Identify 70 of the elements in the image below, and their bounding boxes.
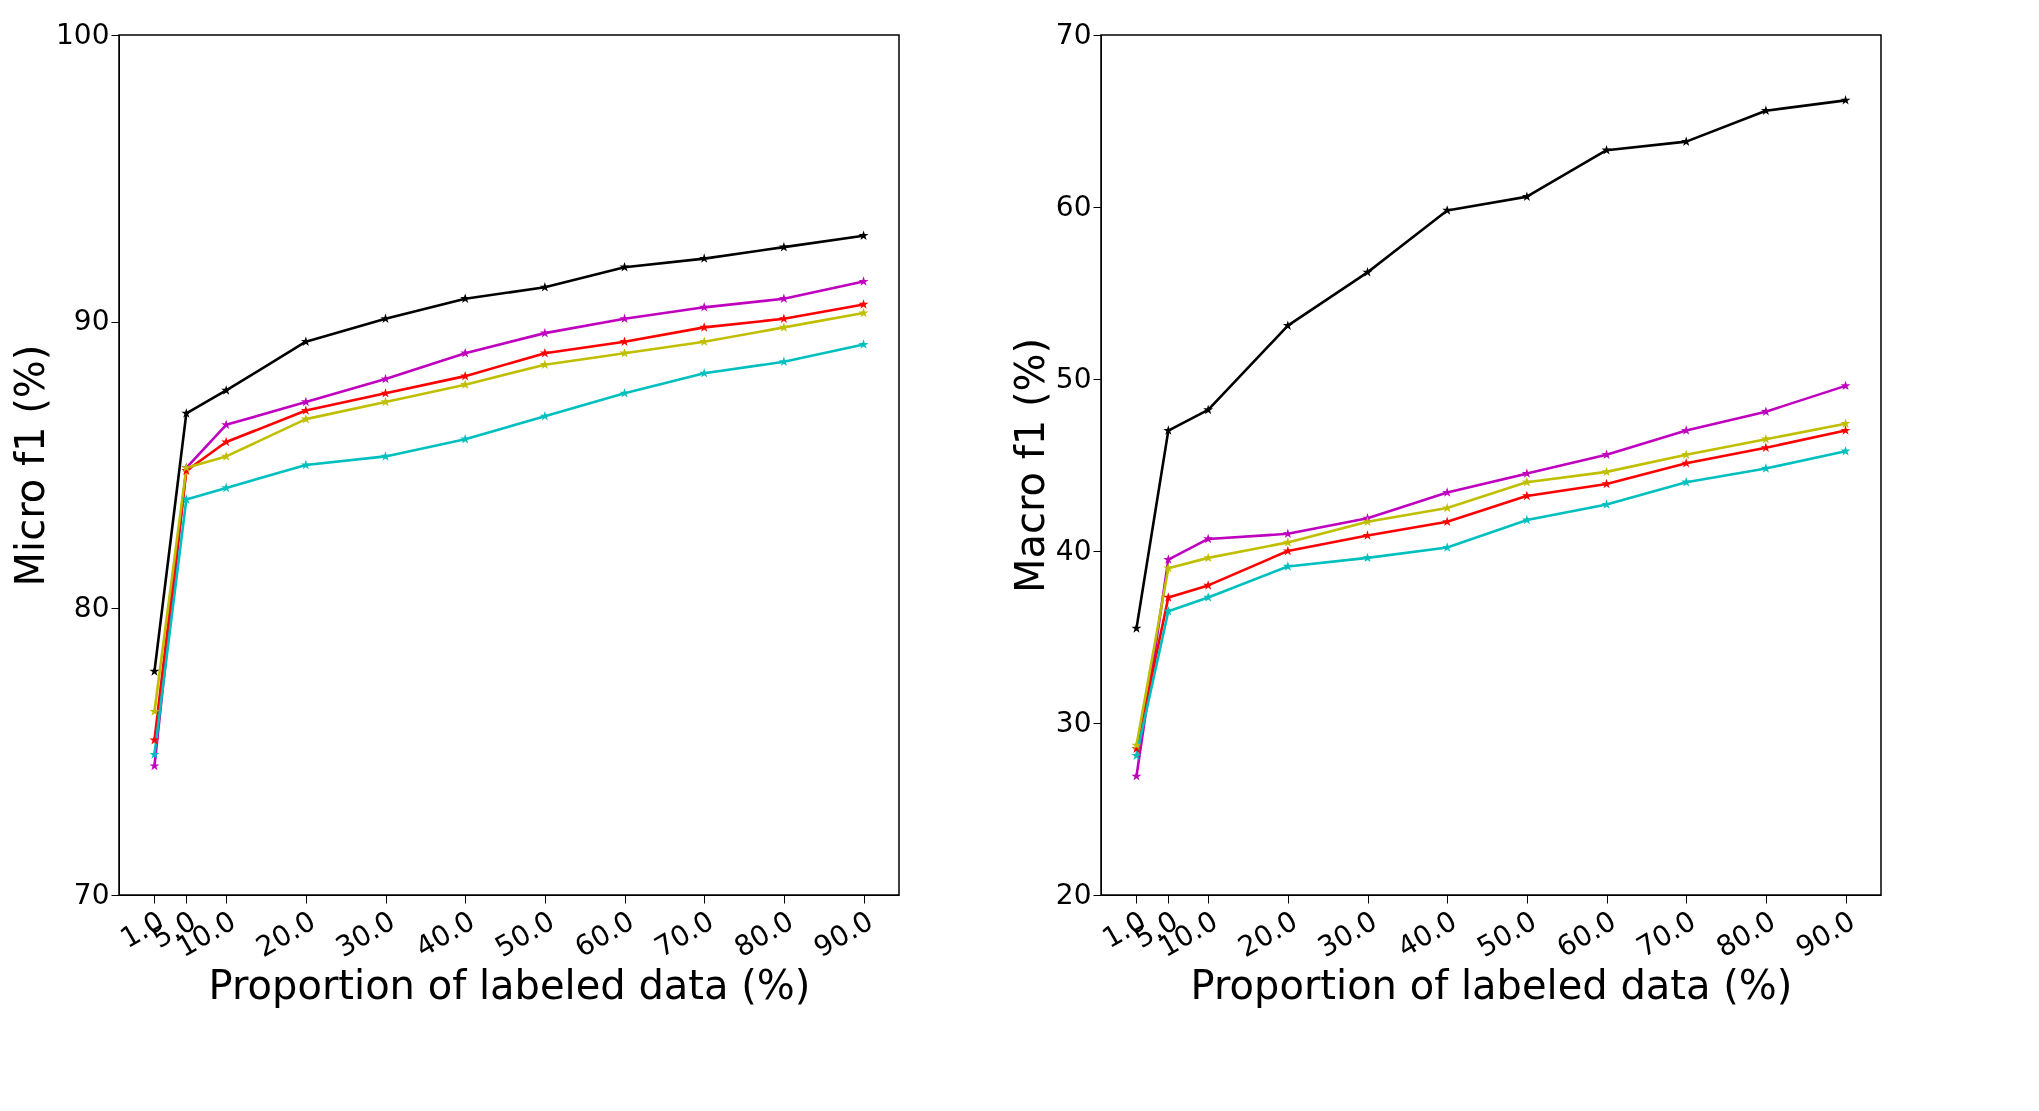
point xyxy=(1282,537,1293,547)
x-tick-label: 90.0 xyxy=(1790,904,1861,964)
point xyxy=(1203,533,1214,544)
point xyxy=(1362,267,1373,277)
point xyxy=(858,307,869,318)
x-tick-label: 20.0 xyxy=(250,904,321,964)
x-tick-label: 60.0 xyxy=(1551,904,1622,964)
point xyxy=(1840,380,1851,391)
point xyxy=(1840,446,1851,456)
y-tick-label: 70 xyxy=(73,877,110,911)
point xyxy=(858,230,869,240)
point xyxy=(1521,490,1532,501)
point xyxy=(1163,425,1174,435)
point xyxy=(778,322,789,332)
point xyxy=(1203,404,1214,415)
point xyxy=(699,368,710,378)
x-axis-title: Proportion of labeled data (%) xyxy=(208,961,811,1008)
x-tick-label: 80.0 xyxy=(1710,904,1781,964)
point xyxy=(1681,458,1692,468)
point xyxy=(221,385,232,395)
y-tick-label: 70 xyxy=(1055,17,1092,51)
point xyxy=(1760,463,1771,473)
x-tick-label: 40.0 xyxy=(1391,904,1463,964)
point xyxy=(1203,580,1214,590)
x-tick-label: 70.0 xyxy=(648,904,720,964)
y-tick-label: 60 xyxy=(1055,189,1092,223)
point xyxy=(1521,191,1532,201)
y-tick-label: 50 xyxy=(1055,361,1092,395)
x-axis-title: Proportion of labeled data (%) xyxy=(1190,961,1793,1008)
point xyxy=(380,451,391,461)
point xyxy=(1131,740,1142,750)
point xyxy=(1442,205,1453,215)
point xyxy=(1282,320,1293,330)
point xyxy=(619,261,630,272)
x-tick-label: 40.0 xyxy=(409,904,481,964)
x-tick-label: 20.0 xyxy=(1232,904,1303,964)
point xyxy=(699,322,710,332)
point xyxy=(1282,561,1293,571)
point xyxy=(619,347,630,358)
point xyxy=(1601,145,1612,155)
point xyxy=(1840,418,1851,428)
x-tick-label: 50.0 xyxy=(1471,904,1542,964)
x-tick-label: 30.0 xyxy=(1312,904,1383,964)
point xyxy=(699,302,710,312)
x-tick-label: 90.0 xyxy=(808,904,879,964)
x-tick-label: 70.0 xyxy=(1630,904,1702,964)
y-tick-label: 90 xyxy=(73,304,110,338)
x-tick-label: 60.0 xyxy=(569,904,640,964)
point xyxy=(1131,750,1142,760)
y-axis-title: Macro f1 (%) xyxy=(1006,337,1053,594)
point xyxy=(858,299,869,309)
point xyxy=(300,459,311,470)
x-tick-label: 80.0 xyxy=(728,904,799,964)
x-tick-label: 50.0 xyxy=(489,904,560,964)
point xyxy=(858,339,869,349)
y-tick-label: 20 xyxy=(1055,877,1092,911)
point xyxy=(1681,476,1692,487)
point xyxy=(1131,771,1142,781)
point xyxy=(1840,425,1851,435)
y-tick-label: 80 xyxy=(73,590,110,624)
y-tick-label: 100 xyxy=(56,17,110,51)
y-tick-label: 30 xyxy=(1055,705,1092,739)
y-axis-title: Micro f1 (%) xyxy=(7,344,54,587)
x-tick-label: 30.0 xyxy=(330,904,401,964)
point xyxy=(858,276,869,286)
point xyxy=(1163,554,1174,564)
point xyxy=(1840,95,1851,105)
y-tick-label: 40 xyxy=(1055,533,1092,567)
point xyxy=(221,451,232,461)
point xyxy=(181,408,192,418)
